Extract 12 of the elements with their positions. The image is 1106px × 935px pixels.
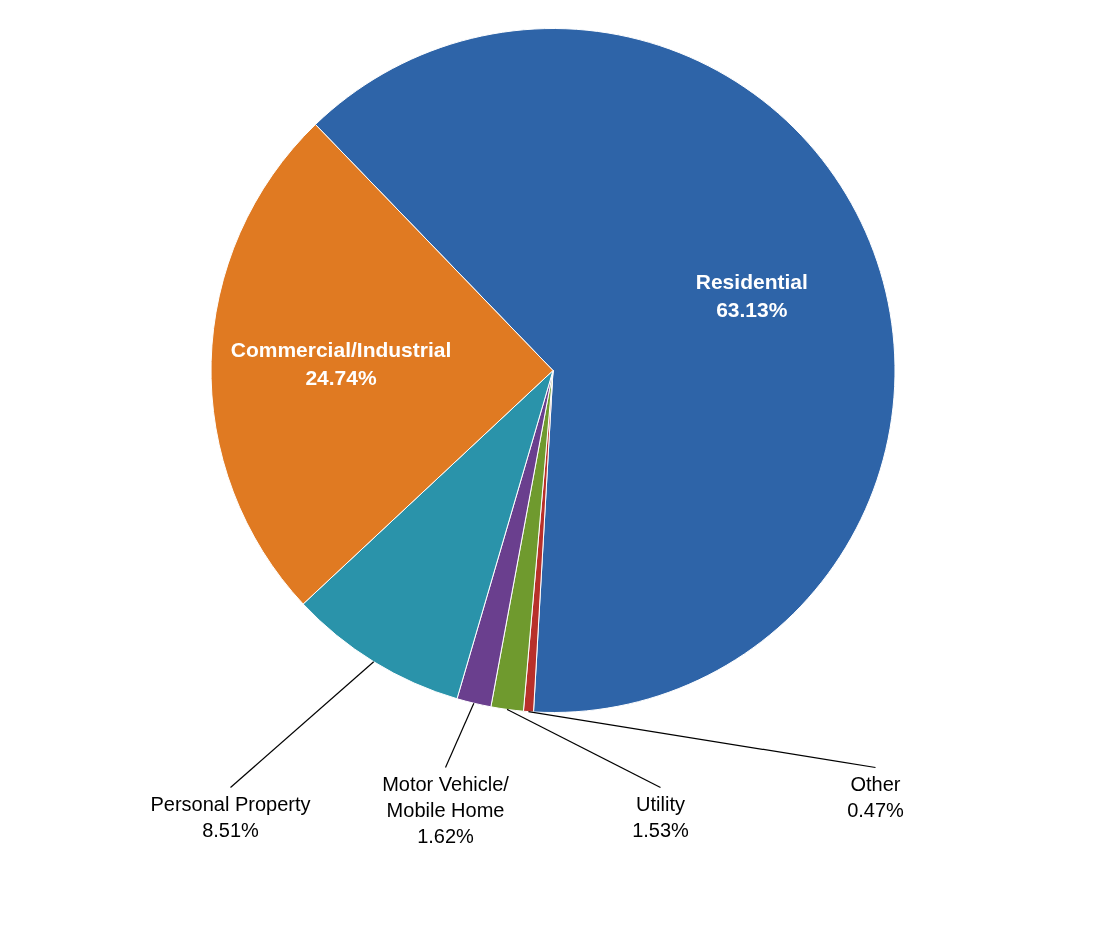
slice-label: Commercial/Industrial [230,337,452,361]
data-label: 0.47% [847,799,905,822]
data-label: 24.74% [305,365,377,389]
slice-label: Other [850,773,901,796]
slice-label: Personal Property [150,793,311,816]
slice-label: Utility [636,793,685,816]
data-label: 63.13% [716,297,788,321]
data-label: 8.51% [202,819,260,842]
data-label: 1.53% [632,819,690,842]
slice-label: Residential [695,269,808,293]
slice-label: Motor Vehicle/ Mobile Home [382,773,510,822]
data-label: 1.62% [417,825,475,848]
